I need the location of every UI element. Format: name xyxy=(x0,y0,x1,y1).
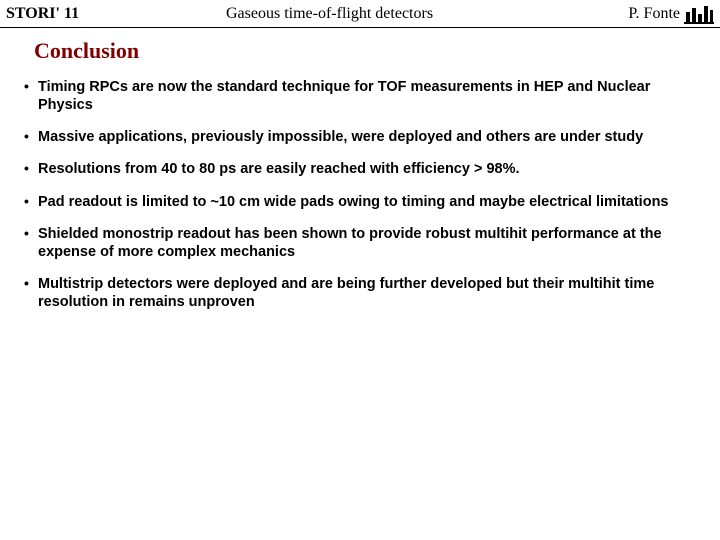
header-center: Gaseous time-of-flight detectors xyxy=(226,5,628,23)
bullet-list: Timing RPCs are now the standard techniq… xyxy=(0,78,720,311)
header-right: P. Fonte xyxy=(628,4,714,24)
list-item: Resolutions from 40 to 80 ps are easily … xyxy=(24,160,700,178)
list-item: Multistrip detectors were deployed and a… xyxy=(24,275,700,311)
author-name: P. Fonte xyxy=(628,5,680,23)
list-item: Pad readout is limited to ~10 cm wide pa… xyxy=(24,193,700,211)
list-item: Shielded monostrip readout has been show… xyxy=(24,225,700,261)
list-item: Timing RPCs are now the standard techniq… xyxy=(24,78,700,114)
institution-logo-icon xyxy=(684,4,714,24)
list-item: Massive applications, previously impossi… xyxy=(24,128,700,146)
slide: STORI' 11 Gaseous time-of-flight detecto… xyxy=(0,0,720,540)
slide-title: Conclusion xyxy=(34,38,720,64)
slide-header: STORI' 11 Gaseous time-of-flight detecto… xyxy=(0,0,720,28)
header-left: STORI' 11 xyxy=(6,5,226,23)
